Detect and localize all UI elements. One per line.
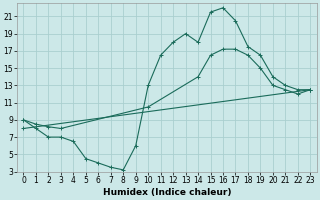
X-axis label: Humidex (Indice chaleur): Humidex (Indice chaleur)	[103, 188, 231, 197]
